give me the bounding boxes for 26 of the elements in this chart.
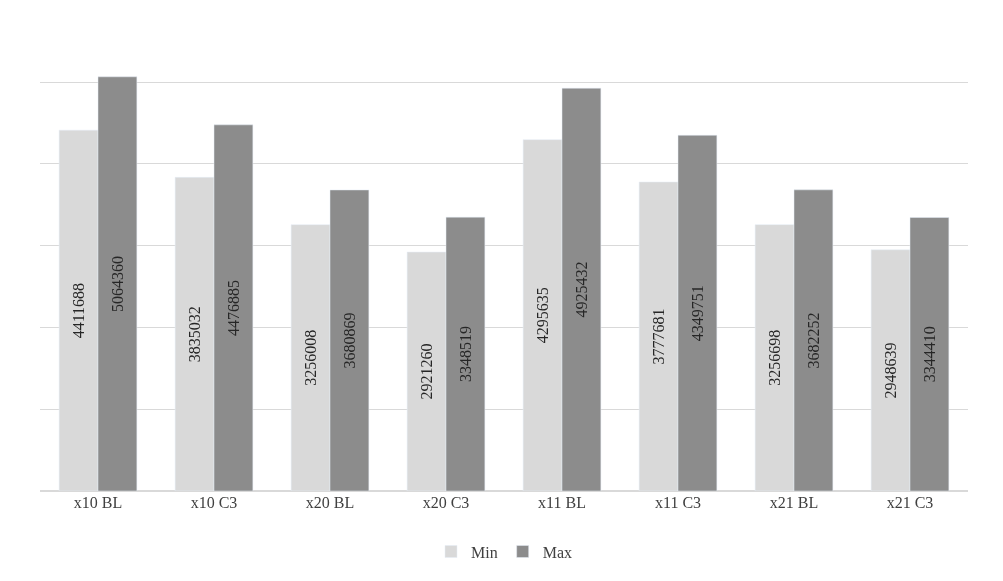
data-label: 2921260 [418,343,436,400]
x-tick-label: x21 C3 [886,494,934,511]
data-label: 3835032 [186,306,204,363]
data-label: 3682252 [804,312,822,369]
data-label: 3680869 [340,312,358,369]
legend-label: Min [471,543,498,561]
data-label: 3777681 [650,308,668,365]
x-tick-label: x11 BL [538,494,586,511]
data-label: 4925432 [572,261,590,318]
x-tick-label: x21 BL [769,494,819,511]
data-label: 2948639 [882,342,900,399]
x-tick-label: x20 C3 [422,494,470,511]
data-label: 3256008 [302,329,320,386]
x-tick-label: x11 C3 [654,494,702,511]
data-label: 3344410 [920,326,938,383]
data-label: 4476885 [224,279,242,336]
x-tick-label: x20 BL [305,494,355,511]
data-label: 3348519 [456,326,474,383]
data-label: 4295635 [534,287,552,344]
data-label: 5064360 [108,255,126,312]
data-label: 3256698 [766,329,784,386]
x-tick-label: x10 BL [73,494,123,511]
data-label: 4349751 [688,285,706,342]
x-tick-label: x10 C3 [190,494,238,511]
data-label: 4411688 [70,282,88,339]
legend-label: Max [542,543,572,561]
